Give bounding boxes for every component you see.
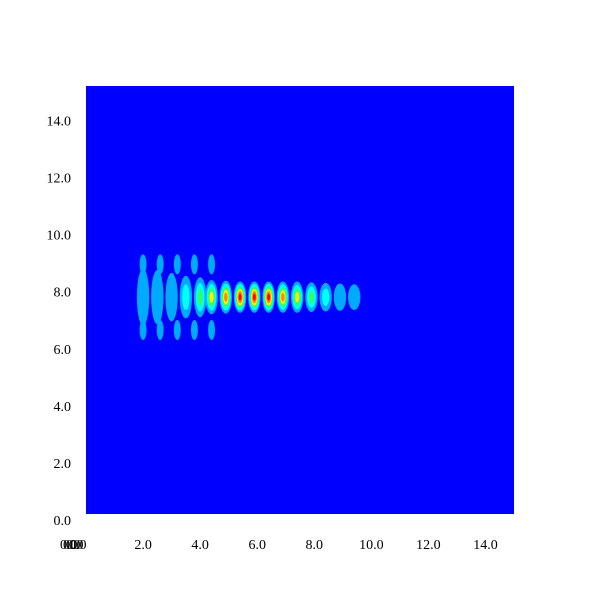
x-tick-label: 8.0 [306, 538, 324, 553]
wave-fringe [136, 268, 150, 326]
y-tick-label: 14.0 [47, 115, 72, 130]
y-tick-label: 0.0 [54, 514, 72, 529]
y-tick-label: 2.0 [54, 457, 72, 472]
x-tick-label: 0.0 [63, 538, 81, 553]
x-tick-label: 4.0 [191, 538, 209, 553]
side-lobe [173, 254, 181, 275]
side-lobe [190, 254, 198, 275]
y-tick-label: 10.0 [47, 229, 72, 244]
x-tick-label: 12.0 [416, 538, 441, 553]
side-lobe [208, 254, 216, 275]
y-tick-label: 12.0 [47, 172, 72, 187]
x-tick-label: 6.0 [248, 538, 266, 553]
wave-fringe [197, 288, 203, 306]
side-lobe [208, 319, 216, 340]
wave-fringe [281, 292, 285, 302]
side-lobe [173, 319, 181, 340]
wave-fringe [267, 293, 271, 301]
wave-fringe [151, 270, 164, 325]
wave-fringe [209, 291, 214, 303]
wave-fringe [348, 284, 361, 310]
wave-fringe [224, 292, 228, 302]
x-tick-label: 0.0 [66, 538, 84, 553]
x-tick-label: 0.0 [69, 538, 87, 553]
wave-fringe [295, 291, 300, 303]
wave-fringe [321, 288, 330, 306]
wave-fringe [308, 290, 315, 304]
y-tick-label: 4.0 [54, 400, 72, 415]
side-lobe [139, 319, 147, 340]
x-tick-label: 10.0 [359, 538, 384, 553]
side-lobe [139, 254, 147, 275]
side-lobe [156, 319, 164, 340]
wave-fringe [165, 272, 178, 322]
side-lobe [156, 254, 164, 275]
side-lobe [190, 319, 198, 340]
wave-fringe [252, 293, 256, 301]
y-tick-label: 8.0 [54, 286, 72, 301]
y-tick-label: 6.0 [54, 343, 72, 358]
wave-fringe [333, 283, 347, 311]
wave-fringe [238, 293, 242, 301]
wave-fringe [182, 284, 190, 310]
x-tick-label: 2.0 [134, 538, 152, 553]
x-tick-label: 0.0 [60, 538, 78, 553]
x-tick-label: 14.0 [473, 538, 498, 553]
